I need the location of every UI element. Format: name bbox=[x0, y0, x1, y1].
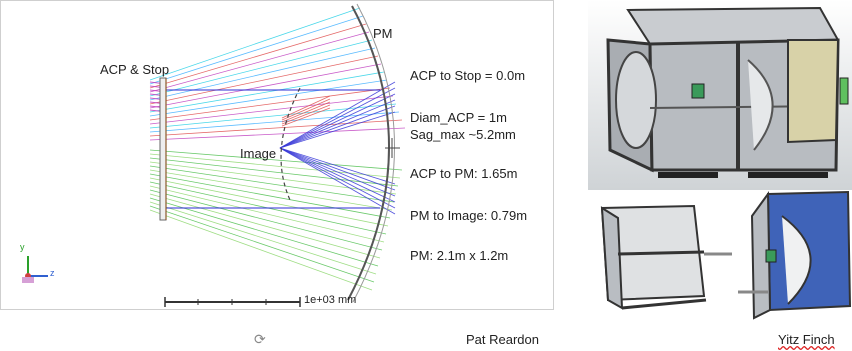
ray bbox=[149, 161, 397, 195]
enclosure-top-face bbox=[626, 6, 840, 46]
ray bbox=[149, 209, 373, 291]
spec-pm-size: PM: 2.1m x 1.2m bbox=[410, 248, 509, 263]
ray bbox=[149, 119, 403, 137]
spec-pm-to-image: PM to Image: 0.79m bbox=[410, 208, 528, 223]
ray bbox=[149, 189, 383, 251]
ray-bundle bbox=[149, 7, 406, 291]
mirror-surface bbox=[747, 59, 774, 151]
label-image: Image bbox=[240, 146, 277, 161]
ray bbox=[149, 103, 397, 129]
ray bbox=[279, 147, 396, 191]
label-acp-stop: ACP & Stop bbox=[100, 62, 170, 77]
ray bbox=[149, 47, 376, 101]
ray bbox=[149, 79, 388, 117]
ray bbox=[281, 107, 331, 127]
ray bbox=[281, 101, 331, 123]
ray bbox=[149, 7, 361, 81]
ray bbox=[149, 55, 379, 105]
spec-diam-acp: Diam_ACP = 1m bbox=[410, 110, 507, 125]
ray bbox=[149, 153, 401, 179]
scale-bar bbox=[164, 297, 301, 307]
exploded-detector bbox=[765, 249, 777, 263]
front-aperture bbox=[615, 51, 657, 149]
ray bbox=[279, 81, 396, 149]
ray bbox=[149, 39, 373, 97]
side-indicator bbox=[839, 77, 849, 105]
detector-block bbox=[691, 83, 705, 99]
ray bbox=[279, 105, 396, 149]
tan-panel bbox=[787, 39, 840, 144]
ray bbox=[149, 197, 379, 267]
primary-mirror-arc bbox=[347, 5, 390, 301]
axis-triad bbox=[22, 256, 48, 283]
primary-mirror-arc-back bbox=[352, 3, 395, 303]
ray bbox=[279, 147, 396, 185]
ray bbox=[149, 201, 377, 275]
ray bbox=[149, 205, 375, 283]
scale-bar-label: 1e+03 mm bbox=[304, 294, 357, 306]
ray bbox=[149, 157, 399, 187]
ray bbox=[149, 177, 389, 227]
ray bbox=[279, 87, 396, 149]
ray bbox=[279, 147, 396, 215]
ray bbox=[149, 149, 403, 171]
enclosure-render-assembled bbox=[588, 0, 852, 190]
ray bbox=[149, 31, 370, 93]
ray bbox=[149, 185, 385, 243]
ray bbox=[279, 147, 396, 197]
ray bbox=[149, 193, 381, 259]
ray bbox=[281, 95, 331, 119]
acp-stop-element bbox=[159, 77, 167, 221]
ray bbox=[149, 63, 382, 109]
credit-left: Pat Reardon bbox=[466, 332, 539, 347]
spec-sag-max: Sag_max ~5.2mm bbox=[410, 127, 516, 142]
axis-z-label: z bbox=[50, 268, 55, 278]
ray bbox=[149, 127, 406, 141]
ray bbox=[281, 98, 331, 121]
label-pm: PM bbox=[373, 26, 393, 41]
bottom-rail-left bbox=[658, 172, 718, 178]
credit-right: Yitz Finch bbox=[778, 332, 835, 347]
raytrace-diagram bbox=[22, 3, 406, 307]
exploded-right-side bbox=[750, 190, 772, 320]
ray bbox=[279, 111, 396, 149]
ray bbox=[149, 165, 395, 203]
rotate-icon: ⟳ bbox=[254, 331, 266, 347]
ray bbox=[279, 147, 396, 203]
ray bbox=[149, 15, 364, 85]
ray bbox=[149, 95, 394, 125]
exploded-left-panel bbox=[600, 206, 624, 310]
enclosure-render-exploded-left bbox=[600, 204, 732, 310]
axis-y-label: y bbox=[20, 242, 25, 252]
exploded-mirror bbox=[781, 215, 812, 305]
ray bbox=[279, 93, 396, 149]
spec-acp-to-pm: ACP to PM: 1.65m bbox=[410, 166, 518, 181]
bottom-rail-right bbox=[748, 172, 828, 178]
ray bbox=[149, 71, 385, 113]
exploded-rail bbox=[617, 250, 705, 256]
spec-acp-to-stop: ACP to Stop = 0.0m bbox=[410, 68, 526, 83]
ray bbox=[149, 23, 367, 89]
raytrace-panel: ACP & Stop PM Image 1e+03 mm y z ACP to … bbox=[0, 0, 554, 310]
enclosure-render-exploded-right bbox=[738, 190, 852, 320]
ray bbox=[149, 173, 391, 219]
exploded-bottom-rail bbox=[621, 298, 707, 310]
ray bbox=[149, 169, 393, 211]
ray bbox=[281, 104, 331, 125]
ray bbox=[279, 147, 396, 209]
ray bbox=[149, 87, 391, 121]
image-surface bbox=[280, 87, 301, 201]
ray bbox=[279, 99, 396, 149]
